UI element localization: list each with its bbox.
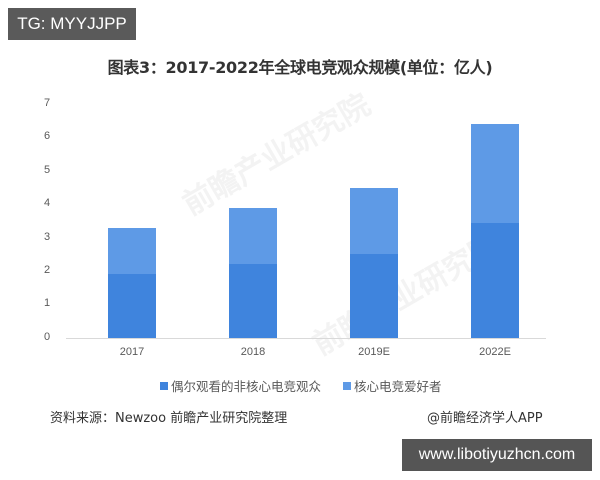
- y-tick-label: 0: [44, 331, 51, 343]
- bar-segment-core: [229, 207, 277, 265]
- bar-segment-core: [108, 227, 156, 275]
- credit-note: @前瞻经济学人APP: [427, 411, 543, 426]
- x-axis-line: [66, 338, 546, 339]
- y-tick-label: 1: [44, 297, 51, 309]
- bar-segment-core: [350, 187, 398, 255]
- legend-swatch-icon: [160, 381, 168, 390]
- chart-legend: 偶尔观看的非核心电竞观众 核心电竞爱好者: [160, 376, 442, 395]
- y-tick-label: 6: [44, 130, 51, 142]
- bar-segment-casual: [108, 274, 156, 338]
- y-tick-label: 3: [44, 231, 51, 243]
- legend-label: 核心电竞爱好者: [354, 379, 442, 394]
- legend-swatch-icon: [343, 381, 352, 390]
- tg-overlay-label: TG: MYYJJPP: [8, 8, 136, 40]
- legend-item-casual: 偶尔观看的非核心电竞观众: [160, 376, 321, 395]
- y-tick-label: 4: [44, 197, 51, 209]
- legend-item-core: 核心电竞爱好者: [343, 376, 442, 395]
- url-overlay-label: www.libotiyuzhcn.com: [402, 439, 592, 471]
- bar-segment-casual: [471, 222, 519, 338]
- y-tick-label: 7: [44, 97, 51, 109]
- bar-segment-casual: [229, 264, 277, 338]
- x-tick-label: 2019E: [358, 346, 390, 358]
- y-tick-label: 2: [44, 264, 51, 276]
- x-tick-label: 2017: [119, 346, 145, 358]
- x-tick-label: 2022E: [479, 346, 511, 358]
- legend-label: 偶尔观看的非核心电竞观众: [171, 379, 322, 394]
- x-tick-label: 2018: [240, 346, 266, 358]
- chart-title: 图表3：2017-2022年全球电竞观众规模(单位：亿人): [107, 58, 493, 77]
- bar-2019e: [350, 187, 398, 338]
- source-note: 资料来源：Newzoo 前瞻产业研究院整理: [50, 411, 288, 426]
- bar-2018: [229, 207, 277, 338]
- y-tick-label: 5: [44, 164, 51, 176]
- bar-2022e: [471, 124, 519, 338]
- bar-segment-core: [471, 124, 519, 223]
- watermark-text: 前瞻产业研究院: [177, 87, 377, 223]
- bar-2017: [108, 227, 156, 338]
- bar-segment-casual: [350, 254, 398, 338]
